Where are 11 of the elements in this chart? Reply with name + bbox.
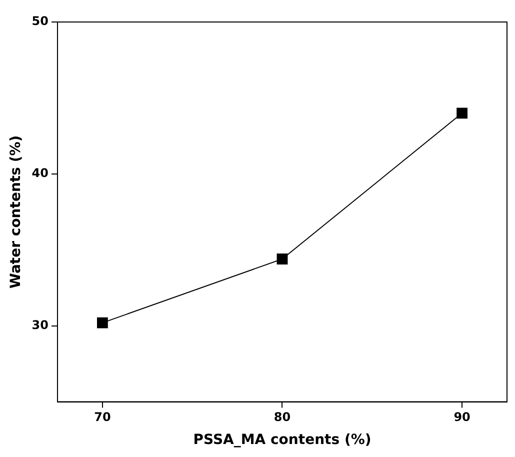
y-tick-label: 50 xyxy=(32,14,48,28)
x-tick-label: 70 xyxy=(94,410,111,424)
x-tick-label: 80 xyxy=(274,410,291,424)
point xyxy=(276,254,288,264)
x-axis-title: PSSA_MA contents (%) xyxy=(193,432,372,448)
y-axis-title: Water contents (%) xyxy=(8,135,24,288)
y-tick-label: 40 xyxy=(32,166,48,180)
y-tick-label: 30 xyxy=(32,318,48,332)
point xyxy=(456,108,468,119)
x-tick-label: 90 xyxy=(454,410,470,424)
point xyxy=(97,317,108,328)
